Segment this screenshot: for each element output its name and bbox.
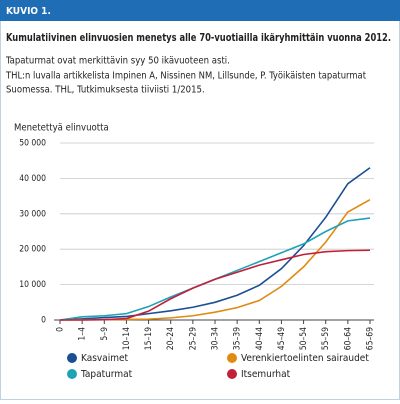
y-tick-label: 20 000	[19, 245, 46, 255]
x-tick-label: 5–9	[100, 327, 110, 341]
x-tick-label: 65–69	[366, 327, 376, 350]
note: Suomessa. THL, Tutkimuksesta tiiviisti 1…	[6, 85, 205, 96]
x-tick-label: 45–49	[277, 327, 287, 350]
x-tick-label: 60–64	[343, 327, 353, 350]
chart-title: Kumulatiivinen elinvuosien menetys alle …	[6, 31, 391, 44]
legend-label: Verenkiertoelinten sairaudet	[241, 353, 369, 364]
series-line	[60, 249, 371, 321]
series-line	[59, 167, 371, 321]
x-tick-label: 1–4	[78, 327, 88, 341]
figure-label: KUVIO 1.	[6, 6, 51, 17]
header-bar	[0, 0, 400, 21]
y-tick-label: 50 000	[19, 139, 46, 149]
legend-marker	[67, 353, 77, 363]
legend-marker	[227, 353, 237, 363]
note: Tapaturmat ovat merkittävin syy 50 ikävu…	[5, 56, 230, 67]
legend-label: Tapaturmat	[80, 369, 133, 380]
x-tick-label: 30–34	[211, 327, 221, 350]
y-tick-label: 0	[41, 316, 46, 326]
x-tick-label: 15–19	[144, 327, 154, 350]
x-tick-label: 40–44	[255, 327, 265, 350]
y-tick-label: 30 000	[19, 209, 46, 219]
x-tick-label: 50–54	[299, 327, 309, 350]
y-tick-label: 40 000	[19, 174, 46, 184]
legend-marker	[227, 369, 237, 379]
y-tick-label: 10 000	[19, 280, 46, 290]
legend-label: Itsemurhat	[241, 369, 291, 380]
x-tick-label: 0	[56, 327, 66, 332]
legend-label: Kasvaimet	[81, 353, 129, 364]
note: THL:n luvalla artikkelista Impinen A, Ni…	[5, 71, 367, 82]
x-tick-label: 20–24	[166, 327, 176, 350]
x-tick-label: 25–29	[188, 327, 198, 350]
y-axis-label: Menetettyä elinvuotta	[14, 123, 109, 134]
x-tick-label: 35–39	[233, 327, 243, 350]
legend-marker	[67, 369, 77, 379]
x-tick-label: 10–14	[122, 327, 132, 350]
x-tick-label: 55–59	[321, 327, 331, 350]
